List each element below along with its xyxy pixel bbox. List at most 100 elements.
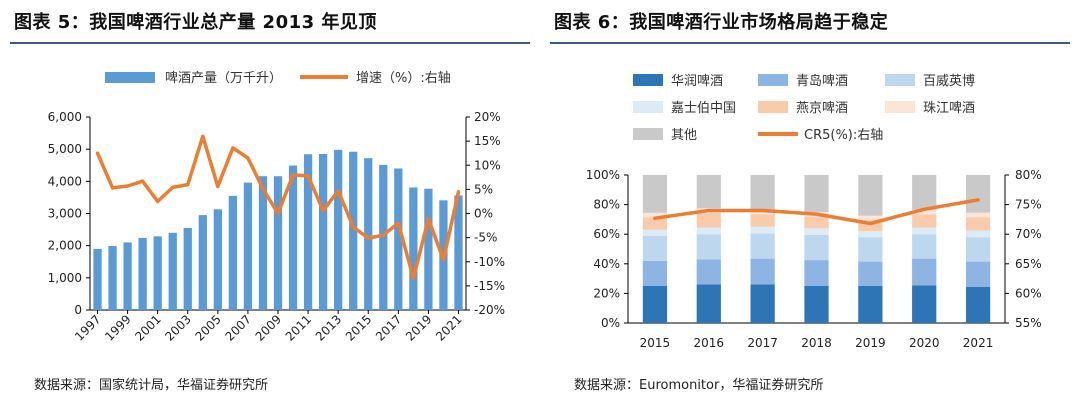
point-cr5-2020 — [922, 207, 926, 211]
bar-production-1999 — [123, 242, 132, 310]
bar-production-2011 — [303, 154, 313, 310]
x-tick-label: 2003 — [162, 312, 193, 343]
legend-label-1: 青岛啤酒 — [796, 73, 848, 89]
bar-segment-3-2015 — [642, 229, 668, 236]
bar-segment-6-2019 — [858, 175, 883, 216]
x-tick-label: 2021 — [433, 312, 464, 343]
bar-segment-5-2021 — [965, 212, 991, 218]
y-left-tick-label: 6,000 — [48, 110, 82, 124]
point-growth-2005 — [216, 184, 220, 188]
point-cr5-2018 — [815, 212, 818, 216]
chart-panel-2: 图表 6：我国啤酒行业市场格局趋于稳定 华润啤酒 青岛啤酒 百威英博 嘉士伯中国 燕京啤… — [540, 0, 1080, 405]
point-growth-2010 — [291, 173, 295, 177]
bar-segment-2-2021 — [965, 237, 991, 262]
bar-segment-6-2017 — [750, 175, 775, 210]
bar-segment-4-2021 — [965, 217, 991, 231]
point-cr5-2017 — [761, 209, 765, 213]
bar-segment-3-2019 — [858, 231, 883, 238]
bar-segment-2-2015 — [642, 235, 668, 261]
point-growth-2006 — [231, 146, 235, 150]
bar-production-2002 — [168, 232, 177, 310]
bar-segment-2-2019 — [858, 237, 883, 262]
x-tick-label: 2007 — [223, 312, 254, 343]
x-tick-label: 2017 — [747, 336, 778, 350]
legend-swatch-production — [105, 72, 155, 83]
bar-production-2019 — [424, 188, 433, 310]
bar-production-2013 — [334, 149, 343, 310]
y-right-tick-label: -20% — [474, 303, 505, 317]
y-right-tick-label: 15% — [474, 134, 501, 148]
y-left-tick-label: 0% — [601, 316, 620, 330]
point-growth-2001 — [156, 199, 160, 203]
legend-label-2: 百威英博 — [923, 74, 975, 89]
bar-production-2006 — [228, 195, 238, 310]
y-right-tick-label: 10% — [474, 158, 501, 172]
point-growth-2014 — [351, 225, 355, 229]
x-tick-label: 2015 — [640, 336, 671, 350]
x-tick-label: 2020 — [909, 336, 940, 350]
chart-2-title: 图表 6：我国啤酒行业市场格局趋于稳定 — [554, 12, 889, 33]
bar-segment-1-2021 — [965, 261, 991, 287]
bar-segment-2-2018 — [804, 234, 829, 261]
bar-production-1997 — [93, 248, 102, 310]
legend-swatch-6 — [633, 128, 663, 140]
legend-swatch-0 — [633, 74, 663, 86]
legend-swatch-2 — [885, 74, 915, 86]
bar-segment-0-2016 — [696, 284, 721, 323]
point-growth-2018 — [411, 276, 415, 280]
bar-production-2003 — [183, 227, 192, 310]
bar-production-2007 — [243, 182, 253, 310]
x-tick-label: 2011 — [283, 312, 314, 343]
point-growth-2021 — [456, 190, 460, 194]
point-cr5-2019 — [868, 222, 872, 226]
bar-segment-1-2019 — [858, 261, 883, 286]
y-right-tick-label: 5% — [474, 182, 493, 196]
legend-swatch-3 — [633, 101, 663, 113]
legend-label-5: 珠江啤酒 — [923, 101, 975, 116]
bar-segment-3-2016 — [696, 227, 721, 235]
bar-production-2021 — [454, 195, 463, 310]
point-growth-1999 — [126, 184, 130, 188]
bar-segment-0-2018 — [804, 286, 829, 323]
bar-production-2001 — [153, 236, 162, 310]
bar-segment-6-2020 — [912, 175, 937, 210]
y-left-tick-label: 2,000 — [48, 239, 82, 253]
bar-segment-4-2016 — [696, 212, 721, 228]
y-left-tick-label: 60% — [593, 227, 620, 241]
point-growth-2007 — [246, 156, 250, 160]
x-tick-label: 1999 — [102, 312, 133, 343]
x-tick-label: 2013 — [313, 312, 344, 343]
point-growth-2004 — [201, 134, 205, 138]
x-tick-label: 2018 — [801, 336, 832, 350]
y-right-tick-label: 60% — [1015, 286, 1042, 300]
bar-segment-6-2016 — [696, 175, 721, 209]
bar-segment-1-2017 — [750, 258, 775, 285]
legend-label-production: 啤酒产量（万千升） — [165, 71, 282, 86]
bar-segment-4-2015 — [642, 217, 668, 230]
y-left-tick-label: 100% — [586, 168, 620, 182]
title-rule — [10, 42, 530, 44]
bar-segment-0-2015 — [642, 286, 668, 323]
x-tick-label: 2016 — [694, 336, 725, 350]
point-growth-2003 — [186, 183, 190, 187]
y-right-tick-label: 20% — [474, 110, 501, 124]
chart-1-svg: 啤酒产量（万千升） 增速（%）:右轴 0 1,000 2,000 3,000 4,000 5,… — [48, 71, 505, 344]
bar-production-2016 — [379, 164, 388, 310]
point-growth-2019 — [426, 217, 430, 221]
x-tick-label: 2021 — [963, 336, 994, 350]
bar-segment-3-2020 — [912, 227, 937, 235]
y-right-tick-label: -15% — [474, 279, 505, 293]
bar-segment-3-2017 — [750, 226, 775, 234]
point-growth-1998 — [111, 186, 115, 190]
bar-production-2017 — [394, 168, 403, 310]
point-growth-2000 — [141, 179, 145, 183]
y-left-tick-label: 40% — [593, 257, 620, 271]
bar-segment-1-2020 — [912, 258, 937, 286]
point-growth-2020 — [441, 258, 445, 262]
bar-segment-4-2019 — [858, 220, 883, 232]
bar-production-2014 — [349, 151, 358, 310]
y-right-tick-label: 70% — [1015, 227, 1042, 241]
bar-segment-0-2019 — [858, 286, 883, 323]
point-growth-2015 — [366, 236, 370, 240]
chart-1-title: 图表 5：我国啤酒行业总产量 2013 年见顶 — [14, 12, 377, 33]
